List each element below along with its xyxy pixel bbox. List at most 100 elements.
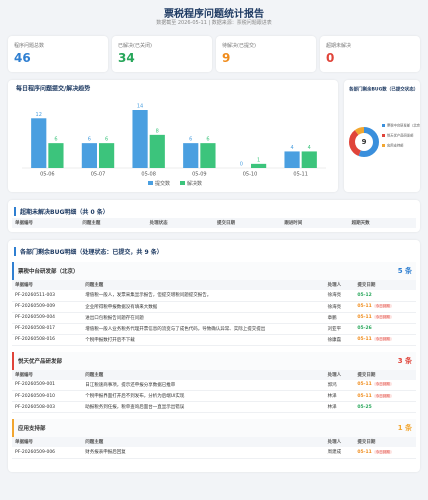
cell-date: 05-11 今日到期: [354, 390, 416, 402]
group-title: 票税中台研发部（北京） 5 条: [12, 262, 416, 280]
bar: [301, 151, 317, 168]
x-tick-label: 05-06: [40, 172, 55, 178]
column-header: 处理状态: [146, 218, 214, 228]
date: 05-25: [357, 404, 372, 410]
group-name: 票税中台研发部（北京）: [18, 269, 79, 275]
column-header: 提交日期: [354, 437, 416, 447]
row: PF-20260509-001 日江税速商事项，提示还申报分享数据已推审 郭鸿 05-…: [12, 379, 416, 391]
group-count: 3 条: [397, 356, 412, 365]
donut-center: 9: [362, 138, 367, 146]
cell-date: 05-11 今日到期: [354, 301, 416, 313]
group-title: 悦天优产品研发部 3 条: [12, 351, 416, 370]
row: PF-20260508-016 个税申报数打开后不下载 徐康磊 05-11 今日到期: [12, 334, 416, 346]
row: PF-20260511-003 增值税一般人，发票采集显示报告，但提交增税问题提交…: [12, 290, 416, 302]
row: PF-20260509-006 财务报表申报后回复 周建成 05-11 今日到期: [12, 447, 416, 459]
date: 05-11: [357, 393, 372, 399]
column-header: 提交日期: [354, 280, 416, 290]
bar: [81, 143, 97, 168]
cell-subject: 进出口包税报告问题存在问题: [82, 312, 325, 324]
group-table: 单据编号 问题主题 处理人 提交日期 PF-20260509-006 财务报表申报后回复周…: [12, 437, 416, 459]
bar: [149, 134, 165, 168]
cell-id: PF-20260509-009: [12, 301, 83, 313]
kpi-card: 超期未解决 0: [320, 36, 420, 72]
group-count: 5 条: [397, 267, 412, 275]
due-tag: 今日到期: [373, 304, 392, 308]
groups: 票税中台研发部（北京） 5 条单据编号 问题主题 处理人 提交日期 PF-20260511…: [12, 256, 416, 459]
due-tag: 今日到期: [373, 382, 392, 387]
column-header: 提交日期: [213, 218, 282, 228]
column-header: 单据编号: [12, 218, 80, 228]
header-row: 单据编号 问题主题 处理人 提交日期: [12, 437, 416, 447]
cell-date: 05-11 今日到期: [354, 447, 416, 459]
cell-date: 05-12: [354, 290, 416, 302]
date: 05-11: [357, 382, 372, 388]
column-header: 超期天数: [348, 218, 416, 228]
row: PF-20260509-009 企业所得税申报数据没有填来大数据 徐海亮 05-11 今…: [12, 301, 416, 313]
cell-subject: 个税申报数打开后不下载: [82, 334, 325, 346]
x-tick-label: 05-11: [293, 172, 308, 178]
kpi-label: 已解决(已关闭): [118, 43, 152, 49]
bar: [132, 110, 148, 168]
column-header: 问题主题: [79, 218, 147, 228]
kpi-card: 已解决(已关闭) 34: [112, 36, 212, 72]
bar: [251, 163, 267, 168]
row: PF-20260508-017 增值税一般人业务税务代理开票信息的流变与了成色代码…: [12, 323, 416, 335]
group-title: 应用支持部 1 条: [12, 419, 416, 437]
cell-handler: 周建成: [324, 447, 355, 459]
report-title: 票税程序问题统计报告: [164, 9, 264, 20]
cell-date: 05-11 今日到期: [354, 334, 416, 346]
legend-swatch: [382, 124, 385, 127]
cell-subject: 增值税一般人，发票采集显示报告，但提交增税问题提交报告。: [82, 290, 325, 302]
cell-date: 05-25: [354, 401, 416, 413]
cell-id: PF-20260509-006: [12, 447, 83, 459]
cell-subject: 财务报表申报后回复: [82, 447, 325, 459]
header-row: 单据编号 问题主题 处理人 提交日期: [12, 369, 416, 380]
bar-card: 每日程序问题提交/解决趋势 05-06 12 6 05-07 6 6 05-08 14 8 05-…: [8, 80, 338, 192]
x-tick-label: 05-10: [243, 172, 258, 178]
cell-handler: 徐海亮: [324, 290, 355, 302]
overdue-card: 超期未解决BUG明细（共 0 条） 单据编号 问题主题 处理状态 提交日期 跟进时间 超期…: [8, 200, 420, 232]
group-count: 1 条: [397, 424, 412, 432]
column-header: 问题主题: [82, 369, 325, 380]
section-title: 各部门剩余BUG明细（处理状态：已提交，共 9 条）: [14, 247, 163, 256]
bar: [200, 143, 216, 168]
column-header: 处理人: [324, 369, 355, 380]
data-label: 4: [290, 145, 293, 151]
cell-subject: 日江税速商事项，提示还申报分享数据已推审: [82, 379, 325, 391]
cell-handler: 章鹏: [324, 312, 355, 324]
due-tag: 今日到期: [373, 337, 392, 341]
data-label: 4: [308, 145, 311, 151]
cell-id: PF-20260511-003: [12, 290, 83, 302]
legend-label: 票税中台研发部（北京）: [387, 123, 420, 128]
bar: [99, 143, 115, 168]
row: PF-20260509-010 个税申报界面打开后不到发布，分析为后端UI实现 林泽…: [12, 390, 416, 402]
data-label: 8: [156, 128, 159, 134]
cell-id: PF-20260509-001: [12, 379, 83, 391]
cell-id: PF-20260509-004: [12, 312, 83, 324]
data-label: 6: [206, 137, 209, 143]
column-header: 跟进时间: [281, 218, 349, 228]
legend-swatch: [382, 134, 385, 137]
column-header: 单据编号: [12, 369, 83, 380]
column-header: 问题主题: [82, 280, 325, 290]
column-header: 处理人: [324, 437, 355, 447]
column-header: 处理人: [324, 280, 355, 290]
cell-date: 05-11 今日到期: [354, 312, 416, 324]
date: 05-12: [357, 292, 372, 298]
kpi-value: 46: [14, 51, 31, 65]
data-label: 6: [189, 137, 192, 143]
legend-swatch: [382, 144, 385, 147]
cell-id: PF-20260508-003: [12, 401, 83, 413]
kpi-value: 34: [118, 51, 135, 65]
due-tag: 今日到期: [373, 393, 392, 398]
cell-id: PF-20260509-010: [12, 390, 83, 402]
cell-id: PF-20260508-017: [12, 323, 83, 335]
data-label: 14: [137, 104, 143, 110]
cell-subject: 助报税务到任报，税单查询后面台一直显示出错误: [82, 401, 325, 413]
chart-title: 各部门剩余BUG数（已提交状态）: [348, 86, 418, 93]
cell-id: PF-20260508-016: [12, 334, 83, 346]
legend-label: 提交数: [155, 180, 170, 187]
kpi-value: 9: [222, 51, 231, 65]
